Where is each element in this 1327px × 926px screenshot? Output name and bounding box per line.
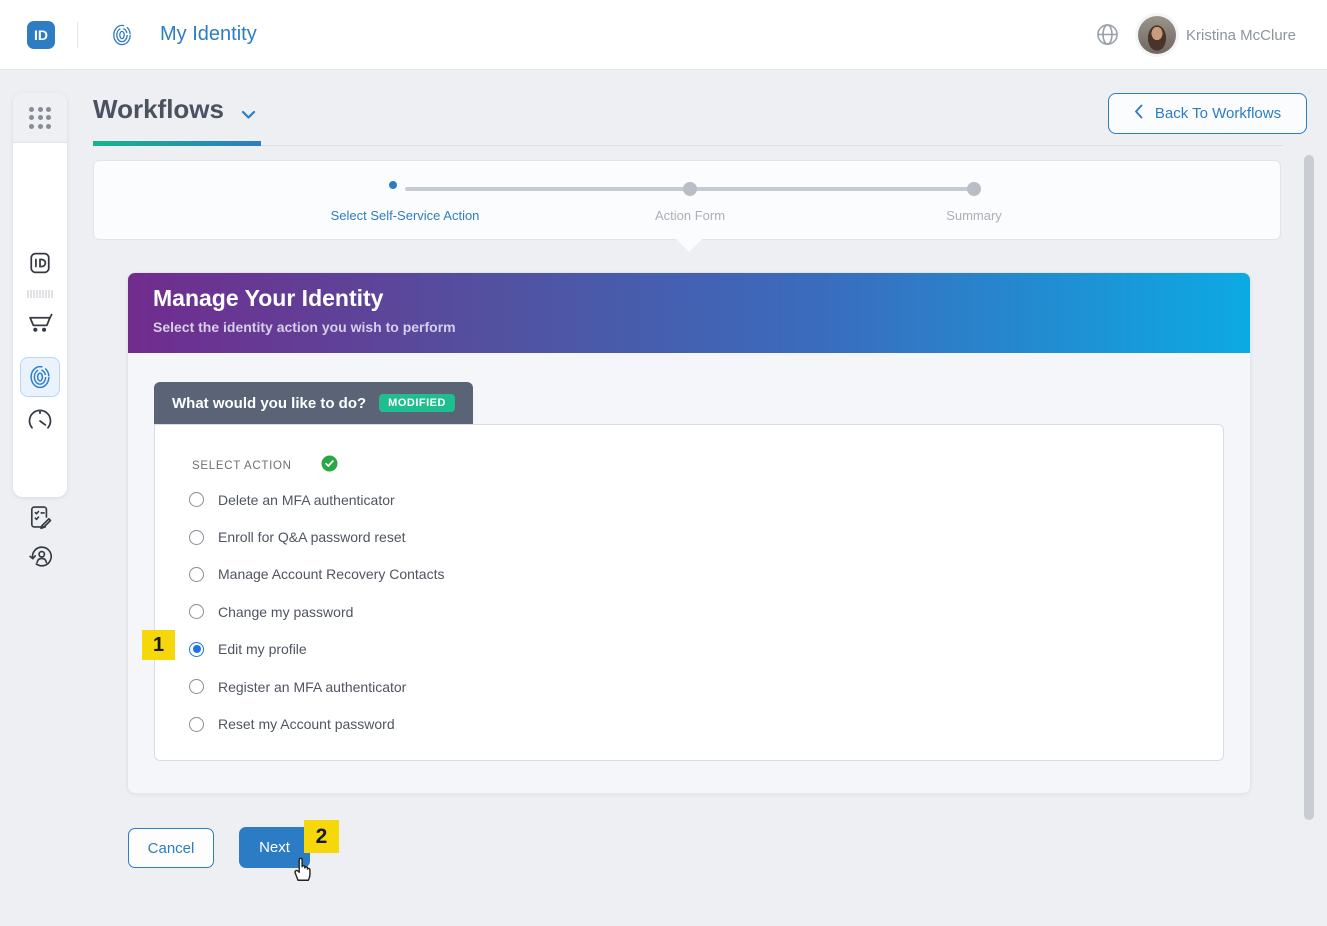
top-header: ID My Identity Kristina McClure xyxy=(0,0,1327,70)
radio-button[interactable] xyxy=(189,529,204,545)
field-label: SELECT ACTION xyxy=(192,460,292,472)
gauge-icon[interactable] xyxy=(26,407,54,435)
option-label: Enroll for Q&A password reset xyxy=(218,529,406,546)
valid-check-icon xyxy=(321,455,338,477)
option-label: Delete an MFA authenticator xyxy=(218,491,395,508)
fingerprint-icon xyxy=(110,23,134,47)
chevron-down-icon[interactable] xyxy=(241,107,256,125)
vertical-scrollbar-thumb[interactable] xyxy=(1304,155,1314,820)
next-button[interactable]: Next xyxy=(239,827,310,868)
barcode-icon[interactable] xyxy=(26,285,54,303)
app-sidebar xyxy=(13,93,67,567)
form-edit-icon[interactable] xyxy=(26,503,54,531)
option-label: Reset my Account password xyxy=(218,716,395,733)
step-label-current[interactable]: Select Self-Service Action xyxy=(330,208,480,223)
cart-icon[interactable] xyxy=(26,309,54,337)
option-register-mfa[interactable]: Register an MFA authenticator xyxy=(179,668,444,705)
question-title: What would you like to do? xyxy=(172,394,367,412)
radio-button[interactable] xyxy=(189,716,204,732)
title-underline-accent xyxy=(93,141,261,146)
header-divider xyxy=(77,22,78,48)
wizard-card: Manage Your Identity Select the identity… xyxy=(127,272,1251,794)
step-dot-summary[interactable] xyxy=(967,182,981,196)
modified-badge: MODIFIED xyxy=(379,394,455,412)
options-panel: SELECT ACTION Delete an MFA authenticato… xyxy=(154,424,1224,761)
page-title: Workflows xyxy=(93,94,224,124)
option-recovery-contacts[interactable]: Manage Account Recovery Contacts xyxy=(179,556,444,593)
radio-button[interactable] xyxy=(189,679,204,695)
company-logo[interactable]: ID xyxy=(27,21,55,49)
option-change-password[interactable]: Change my password xyxy=(179,593,444,630)
back-to-workflows-button[interactable]: Back To Workflows xyxy=(1108,93,1307,134)
annotation-marker-1: 1 xyxy=(142,630,175,660)
annotation-marker-2: 2 xyxy=(304,820,339,853)
user-avatar[interactable] xyxy=(1138,16,1176,54)
banner-subtitle: Select the identity action you wish to p… xyxy=(153,319,456,335)
radio-button[interactable] xyxy=(189,604,204,620)
option-label: Manage Account Recovery Contacts xyxy=(218,566,445,583)
user-name[interactable]: Kristina McClure xyxy=(1186,27,1297,44)
radio-button[interactable] xyxy=(189,492,204,508)
question-tab: What would you like to do? MODIFIED xyxy=(154,382,473,424)
wizard-banner: Manage Your Identity Select the identity… xyxy=(128,273,1250,353)
title-underline-track xyxy=(93,145,1283,146)
language-globe-icon[interactable] xyxy=(1094,21,1121,48)
id-badge-icon[interactable] xyxy=(26,249,54,277)
step-label-action-form[interactable]: Action Form xyxy=(654,208,726,223)
mouse-cursor-icon xyxy=(288,854,316,887)
back-button-label: Back To Workflows xyxy=(1154,105,1282,122)
user-audit-icon[interactable] xyxy=(26,542,54,570)
cancel-button[interactable]: Cancel xyxy=(128,828,214,868)
radio-button[interactable] xyxy=(189,566,204,582)
wizard-stepper: Select Self-Service Action Action Form S… xyxy=(93,160,1281,240)
step-label-summary[interactable]: Summary xyxy=(946,208,1002,223)
option-delete-mfa[interactable]: Delete an MFA authenticator xyxy=(179,481,444,518)
app-title: My Identity xyxy=(160,23,257,45)
option-label: Change my password xyxy=(218,603,354,620)
radio-option-list: Delete an MFA authenticator Enroll for Q… xyxy=(179,481,444,743)
option-label: Edit my profile xyxy=(218,641,307,658)
stepper-pointer-triangle xyxy=(676,239,702,252)
radio-button[interactable] xyxy=(189,641,204,657)
step-dot-action-form[interactable] xyxy=(683,182,697,196)
option-label: Register an MFA authenticator xyxy=(218,678,407,695)
option-reset-password[interactable]: Reset my Account password xyxy=(179,705,444,742)
option-enroll-qa[interactable]: Enroll for Q&A password reset xyxy=(179,518,444,555)
apps-grid-icon[interactable] xyxy=(13,93,67,143)
banner-title: Manage Your Identity xyxy=(153,285,384,311)
option-edit-profile[interactable]: Edit my profile xyxy=(179,631,444,668)
chevron-left-icon xyxy=(1134,104,1143,123)
fingerprint-nav-active[interactable] xyxy=(20,357,60,397)
step-dot-current[interactable] xyxy=(389,181,397,189)
